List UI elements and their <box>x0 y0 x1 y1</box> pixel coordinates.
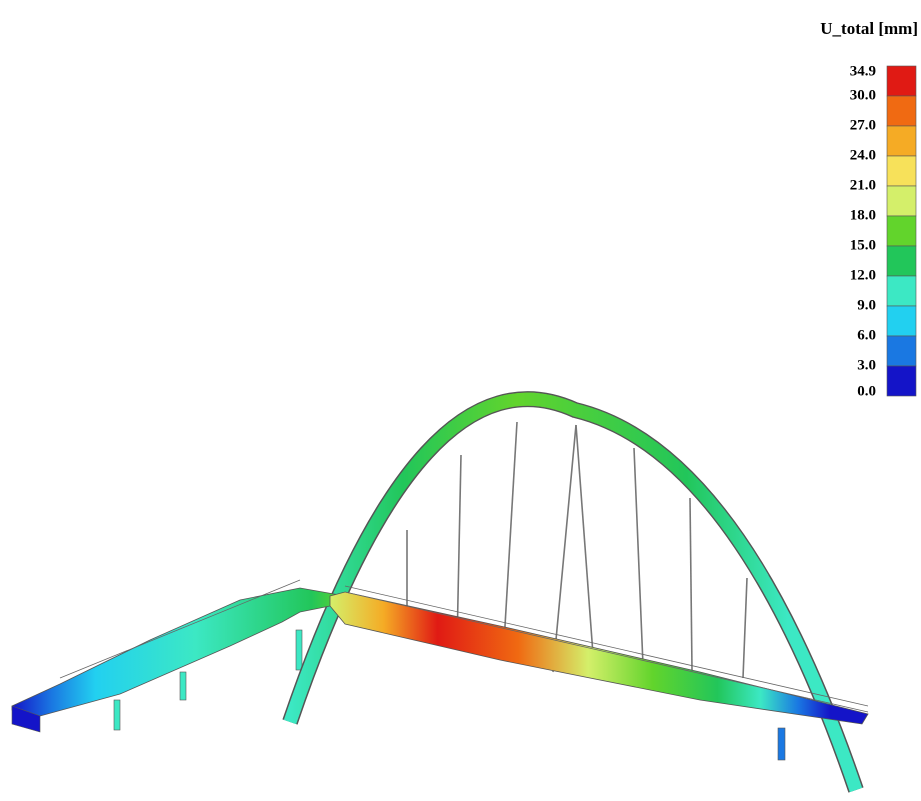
legend-band <box>887 336 916 366</box>
legend-label: 3.0 <box>857 357 876 373</box>
legend-label: 24.0 <box>850 147 876 163</box>
legend-label: 34.9 <box>850 63 876 79</box>
legend: 34.9 30.0 27.0 24.0 21.0 18.0 15.0 12.0 9.0 6.0 3.… <box>850 63 916 399</box>
result-view: U_total [mm] 34.9 30.0 27.0 24.0 21.0 18.0 15.… <box>0 0 921 801</box>
legend-band <box>887 126 916 156</box>
legend-label: 0.0 <box>857 383 876 399</box>
legend-band <box>887 366 916 396</box>
page: U_total [mm] 34.9 30.0 27.0 24.0 21.0 18.0 15.… <box>0 0 921 801</box>
legend-label: 27.0 <box>850 117 876 133</box>
bridge-model <box>12 399 868 790</box>
legend-band <box>887 66 916 96</box>
legend-label: 18.0 <box>850 207 876 223</box>
legend-band <box>887 246 916 276</box>
legend-label: 9.0 <box>857 297 876 313</box>
legend-band <box>887 276 916 306</box>
legend-label: 15.0 <box>850 237 876 253</box>
legend-label: 21.0 <box>850 177 876 193</box>
legend-label: 6.0 <box>857 327 876 343</box>
legend-band <box>887 156 916 186</box>
legend-band <box>887 306 916 336</box>
legend-title: U_total [mm] <box>820 19 918 38</box>
legend-band <box>887 96 916 126</box>
legend-label: 30.0 <box>850 87 876 103</box>
legend-band <box>887 216 916 246</box>
legend-band <box>887 186 916 216</box>
legend-label: 12.0 <box>850 267 876 283</box>
